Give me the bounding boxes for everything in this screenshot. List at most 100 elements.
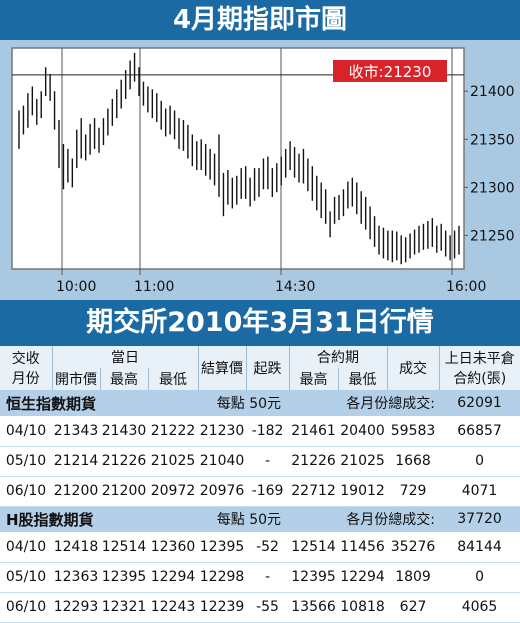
col-today-header: 當日 [52,346,199,368]
cell-open-interest: 4065 [439,592,520,623]
cell-contract-high: 21226 [289,446,339,477]
cell-high: 12321 [100,592,148,623]
cell-change: -52 [246,532,290,563]
col-volume-header: 成交 [387,346,440,390]
cell-open: 21200 [52,476,100,507]
cell-low: 21025 [148,446,199,477]
close-label-box [333,60,447,82]
x-tick-label: 14:30 [275,279,315,295]
section-hsi: 恒生指數期貨 每點 50元 各月份總成交: 62091 [0,390,520,416]
cell-settle: 21230 [198,416,247,447]
y-tick-label: 21350 [470,132,515,148]
cell-settle: 12298 [198,562,247,593]
col-high-header: 最高 [100,368,149,390]
cell-volume: 729 [387,476,440,507]
cell-volume: 627 [387,592,440,623]
cell-open: 21214 [52,446,100,477]
cell-month: 05/10 [0,446,52,477]
col-settle-header: 結算價 [198,346,247,390]
cell-contract-low: 11456 [338,532,388,563]
x-tick-label: 10:00 [56,279,96,295]
chart-title: 4月期指即市圖 [0,0,520,40]
table-row: 04/10 12418 12514 12360 12395 -52 12514 … [0,532,520,563]
cell-month: 04/10 [0,532,52,563]
cell-change: -182 [246,416,290,447]
cell-high: 21226 [100,446,148,477]
col-low-header: 最低 [148,368,199,390]
futures-table: 交收 月份 當日 結算價 起跌 合約期 成交 上日未平倉 合約(張) 開市價 最… [0,346,520,623]
cell-month: 04/10 [0,416,52,447]
cell-change: - [246,446,290,477]
cell-low: 12360 [148,532,199,563]
header-row-2: 開市價 最高 最低 最高 最低 [0,368,520,390]
x-tick-label: 11:00 [134,279,174,295]
cell-change: - [246,562,290,593]
cell-open-interest: 0 [439,562,520,593]
cell-month: 05/10 [0,562,52,593]
cell-settle: 20976 [198,476,247,507]
table-row: 06/10 21200 21200 20972 20976 -169 22712… [0,476,520,507]
col-contract-header: 合約期 [289,346,388,368]
cell-open-interest: 84144 [439,532,520,563]
col-month-header: 交收 月份 [0,346,53,390]
col-oi-header: 上日未平倉 合約(張) [439,346,520,390]
section-total-label: 各月份總成交: [289,506,440,532]
cell-high: 21430 [100,416,148,447]
cell-low: 12243 [148,592,199,623]
cell-volume: 35276 [387,532,440,563]
cell-low: 21222 [148,416,199,447]
table-row: 06/10 12293 12321 12243 12239 -55 13566 … [0,592,520,623]
cell-open-interest: 0 [439,446,520,477]
cell-contract-low: 10818 [338,592,388,623]
cell-open: 12363 [52,562,100,593]
chart-panel: 10:00 11:00 14:30 16:00 21250 21300 21350 21400… [0,40,520,300]
x-tick-label: 16:00 [446,279,486,295]
table-title: 期交所2010年3月31日行情 [0,300,520,346]
cell-settle: 21040 [198,446,247,477]
cell-low: 12294 [148,562,199,593]
cell-change: -55 [246,592,290,623]
cell-settle: 12395 [198,532,247,563]
header-row-1: 交收 月份 當日 結算價 起跌 合約期 成交 上日未平倉 合約(張) [0,346,520,390]
cell-volume: 59583 [387,416,440,447]
oi-header-line2: 合約(張) [453,371,507,387]
section-total: 37720 [439,506,520,532]
section-name: H股指數期貨 [0,506,148,532]
price-chart: 10:00 11:00 14:30 16:00 21250 21300 21350 21400… [11,47,515,295]
oi-header-line1: 上日未平倉 [444,351,515,367]
col-open-header: 開市價 [52,368,101,390]
cell-contract-high: 12395 [289,562,339,593]
cell-change: -169 [246,476,290,507]
cell-open-interest: 66857 [439,416,520,447]
cell-contract-low: 19012 [338,476,388,507]
month-header-line1: 交收 [11,351,40,367]
cell-contract-low: 21025 [338,446,388,477]
cell-high: 21200 [100,476,148,507]
cell-contract-high: 13566 [289,592,339,623]
y-tick-label: 21400 [470,84,515,100]
cell-contract-high: 12514 [289,532,339,563]
col-chigh-header: 最高 [289,368,339,390]
cell-contract-low: 12294 [338,562,388,593]
month-header-line2: 月份 [11,371,40,387]
cell-contract-high: 22712 [289,476,339,507]
cell-low: 20972 [148,476,199,507]
cell-open: 12418 [52,532,100,563]
col-change-header: 起跌 [246,346,290,390]
cell-open-interest: 4071 [439,476,520,507]
table-row: 04/10 21343 21430 21222 21230 -182 21461… [0,416,520,447]
section-total: 62091 [439,390,520,416]
plot-area [11,47,465,270]
y-tick-label: 21250 [470,228,515,244]
col-clow-header: 最低 [338,368,388,390]
cell-open: 12293 [52,592,100,623]
table-row: 05/10 21214 21226 21025 21040 - 21226 21… [0,446,520,477]
table-row: 05/10 12363 12395 12294 12298 - 12395 12… [0,562,520,593]
y-tick-label: 21300 [470,180,515,196]
cell-high: 12514 [100,532,148,563]
cell-high: 12395 [100,562,148,593]
cell-open: 21343 [52,416,100,447]
close-label: 收市:21230 [349,63,432,81]
cell-volume: 1668 [387,446,440,477]
